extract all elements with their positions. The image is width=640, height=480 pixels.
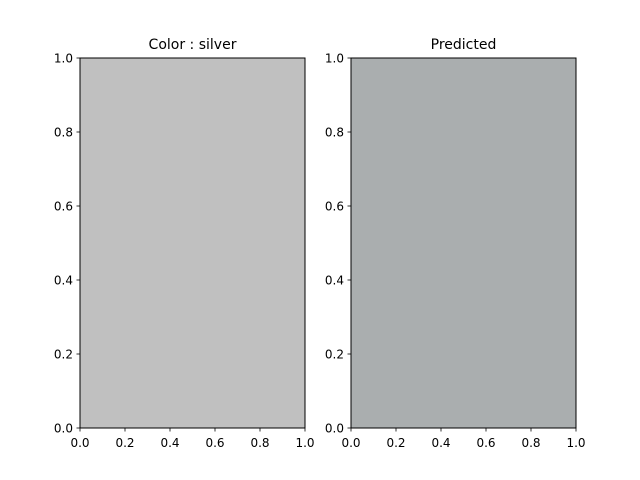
panel-right-title: Predicted: [431, 37, 497, 53]
panel-left-y-tick-label: 0.0: [54, 422, 73, 436]
panel-left-x-tick-label: 0.0: [70, 436, 89, 450]
panel-left-title: Color : silver: [149, 37, 237, 53]
panel-right-x-tick-label: 0.4: [431, 436, 450, 450]
panel-right-y-tick-label: 0.8: [325, 126, 344, 140]
panel-left-y-tick-label: 0.2: [54, 348, 73, 362]
panel-right-x-tick-label: 0.8: [521, 436, 540, 450]
panel-left-x-tick-label: 0.2: [115, 436, 134, 450]
panel-right-ticks: 0.0 0.2 0.4 0.6 0.8 1.0 0.0 0.2 0.4 0.6 0.8 1.0: [325, 52, 586, 451]
panel-left-y-tick-label: 0.8: [54, 126, 73, 140]
panel-right-x-tick-label: 0.2: [386, 436, 405, 450]
panel-right-color-fill: [351, 58, 576, 428]
panel-left-ticks: 0.0 0.2 0.4 0.6 0.8 1.0 0.0 0.2 0.4 0.6 0.8 1.0: [54, 52, 315, 451]
panel-right-y-tick-label: 0.6: [325, 200, 344, 214]
panel-left-x-tick-label: 0.4: [160, 436, 179, 450]
panel-right-x-tick-label: 0.0: [341, 436, 360, 450]
panel-left-frame: [79, 57, 306, 429]
panel-left: Color : silver 0.0 0.2 0.4 0.6 0.8 1.00.00.20…: [54, 37, 315, 450]
panel-right-y-tick-label: 0.4: [325, 274, 344, 288]
panel-left-x-tick-label: 1.0: [295, 436, 314, 450]
panel-left-x-tick-label: 0.6: [205, 436, 224, 450]
panel-right-y-tick-label: 0.2: [325, 348, 344, 362]
panel-left-y-tick-label: 0.6: [54, 200, 73, 214]
panel-right-x-tick-label: 1.0: [566, 436, 585, 450]
panel-right-y-tick-label: 1.0: [325, 52, 344, 66]
panel-right-frame: [350, 57, 577, 429]
panel-left-y-tick-label: 1.0: [54, 52, 73, 66]
panel-right: Predicted 0.0 0.2 0.4 0.6 0.8 1.0 0.0 0.2 0.4 0.6…: [325, 37, 586, 450]
panel-right-y-tick-label: 0.0: [325, 422, 344, 436]
panel-left-color-fill: [80, 58, 305, 428]
panel-left-y-tick-label: 0.4: [54, 274, 73, 288]
panel-left-x-tick-label: 0.8: [250, 436, 269, 450]
panel-right-x-tick-label: 0.6: [476, 436, 495, 450]
